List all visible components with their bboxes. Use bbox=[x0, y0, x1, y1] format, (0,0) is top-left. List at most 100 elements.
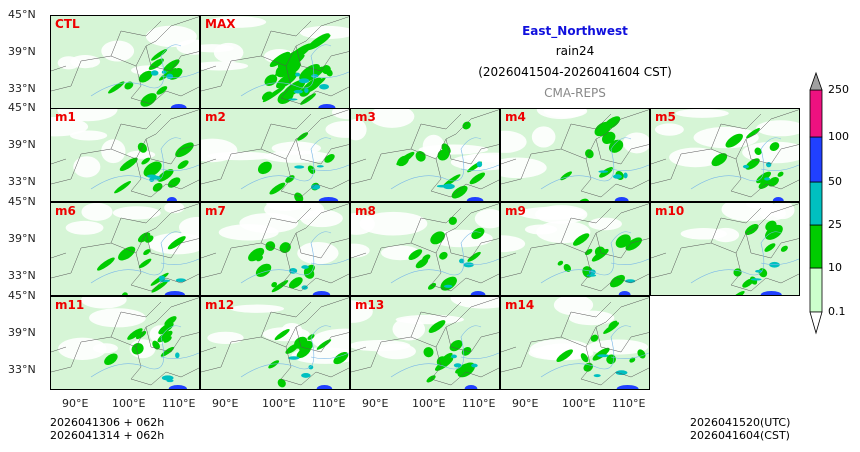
rain-50-100 bbox=[168, 385, 187, 389]
no-rain-area bbox=[73, 156, 101, 178]
panel-label: m10 bbox=[655, 204, 685, 218]
rain-50-100 bbox=[166, 197, 178, 201]
rain-10-25 bbox=[745, 158, 760, 170]
no-rain-area bbox=[230, 304, 285, 313]
rain-10-25 bbox=[299, 64, 320, 81]
rain-25-50 bbox=[301, 373, 311, 378]
no-rain-area bbox=[112, 206, 161, 220]
province-boundaries bbox=[51, 297, 199, 386]
rain-10-25 bbox=[637, 349, 646, 359]
lat-tick-label: 39°N bbox=[8, 45, 36, 58]
no-rain-area bbox=[501, 130, 527, 153]
lon-tick-label: 100°E bbox=[262, 397, 296, 410]
no-rain-area bbox=[543, 109, 588, 118]
rain-10-25 bbox=[556, 349, 573, 362]
rain-10-25 bbox=[157, 330, 173, 343]
rivers bbox=[540, 231, 649, 284]
no-rain-area bbox=[351, 243, 370, 258]
rain-25-50 bbox=[288, 356, 300, 360]
rain-10-25 bbox=[625, 237, 642, 251]
rain-10-25 bbox=[427, 283, 437, 290]
rain-25-50 bbox=[166, 379, 174, 383]
no-rain-area bbox=[89, 308, 146, 328]
no-rain-area bbox=[207, 331, 244, 344]
rain-10-25 bbox=[167, 177, 181, 188]
rain-25-50 bbox=[161, 70, 167, 74]
no-rain-area bbox=[207, 16, 267, 28]
rain-50-100 bbox=[164, 291, 185, 295]
rain-25-50 bbox=[476, 161, 483, 168]
panel-label: m2 bbox=[205, 110, 226, 124]
rain-10-25 bbox=[257, 161, 272, 175]
rain-10-25 bbox=[140, 93, 157, 107]
rain-10-25 bbox=[143, 161, 162, 177]
rain-10-25 bbox=[439, 251, 448, 260]
rain-10-25 bbox=[296, 346, 311, 359]
province-boundaries bbox=[501, 297, 649, 386]
rain-10-25 bbox=[261, 91, 273, 101]
rain-10-25 bbox=[167, 236, 186, 250]
lat-tick-label: 39°N bbox=[8, 326, 36, 339]
province-boundaries bbox=[651, 109, 799, 198]
no-rain-area bbox=[742, 141, 799, 164]
lon-tick-label: 110°E bbox=[162, 397, 196, 410]
rain-10-25 bbox=[127, 328, 143, 340]
province-boundaries bbox=[51, 16, 199, 105]
rivers bbox=[690, 231, 799, 284]
colorbar-level-label: 250 bbox=[828, 83, 849, 96]
rain-10-25 bbox=[119, 157, 138, 172]
rain-10-25 bbox=[121, 292, 128, 295]
no-rain-area bbox=[531, 126, 556, 148]
no-rain-area bbox=[501, 157, 547, 179]
no-rain-area bbox=[693, 126, 759, 149]
rain-10-25 bbox=[151, 280, 168, 293]
rain-10-25 bbox=[592, 347, 610, 361]
panel-label: m13 bbox=[355, 298, 385, 312]
rain-10-25 bbox=[114, 181, 132, 194]
panel-label: m12 bbox=[205, 298, 235, 312]
rain-10-25 bbox=[118, 246, 136, 261]
rain-10-25 bbox=[285, 343, 300, 354]
no-rain-area bbox=[654, 123, 684, 136]
rain-10-25 bbox=[175, 142, 194, 158]
rain-25-50 bbox=[750, 278, 762, 281]
map-panel-m10: m10 bbox=[650, 202, 800, 296]
panel-label: CTL bbox=[55, 17, 80, 31]
model-title: CMA-REPS bbox=[544, 86, 606, 100]
rain-50-100 bbox=[316, 385, 333, 389]
rivers bbox=[90, 325, 199, 378]
no-rain-area bbox=[351, 340, 411, 352]
valid-time-cst: 2026041604(CST) bbox=[690, 429, 790, 442]
rain-25-50 bbox=[615, 370, 628, 376]
rain-10-25 bbox=[733, 268, 742, 277]
rivers bbox=[90, 44, 199, 97]
rain-10-25 bbox=[730, 290, 745, 295]
rain-50-100 bbox=[470, 291, 486, 295]
lon-tick-label: 90°E bbox=[362, 397, 389, 410]
rain-10-25 bbox=[131, 343, 144, 355]
rivers bbox=[90, 137, 199, 190]
map-panel-m13: m13 bbox=[350, 296, 500, 390]
rain-10-25 bbox=[282, 79, 306, 98]
province-boundaries bbox=[201, 297, 349, 386]
rain-10-25 bbox=[451, 185, 468, 199]
rain-10-25 bbox=[279, 242, 291, 253]
panel-label: m3 bbox=[355, 110, 376, 124]
rain-10-25 bbox=[303, 267, 315, 279]
no-rain-area bbox=[164, 203, 185, 214]
rain-10-25 bbox=[268, 360, 280, 369]
rain-25-50 bbox=[175, 352, 180, 359]
rain-25-50 bbox=[308, 364, 314, 370]
rain-10-25 bbox=[441, 143, 451, 155]
lon-tick-label: 90°E bbox=[212, 397, 239, 410]
variable-title: rain24 bbox=[555, 44, 595, 58]
rain-10-25 bbox=[430, 231, 445, 245]
rivers bbox=[240, 137, 349, 190]
rain-10-25 bbox=[609, 274, 625, 288]
rain-50-100 bbox=[318, 104, 336, 108]
lat-tick-label: 45°N bbox=[8, 195, 36, 208]
no-rain-area bbox=[418, 144, 489, 155]
rain-10-25 bbox=[271, 281, 278, 288]
rain-25-50 bbox=[471, 363, 478, 368]
lon-tick-label: 90°E bbox=[512, 397, 539, 410]
